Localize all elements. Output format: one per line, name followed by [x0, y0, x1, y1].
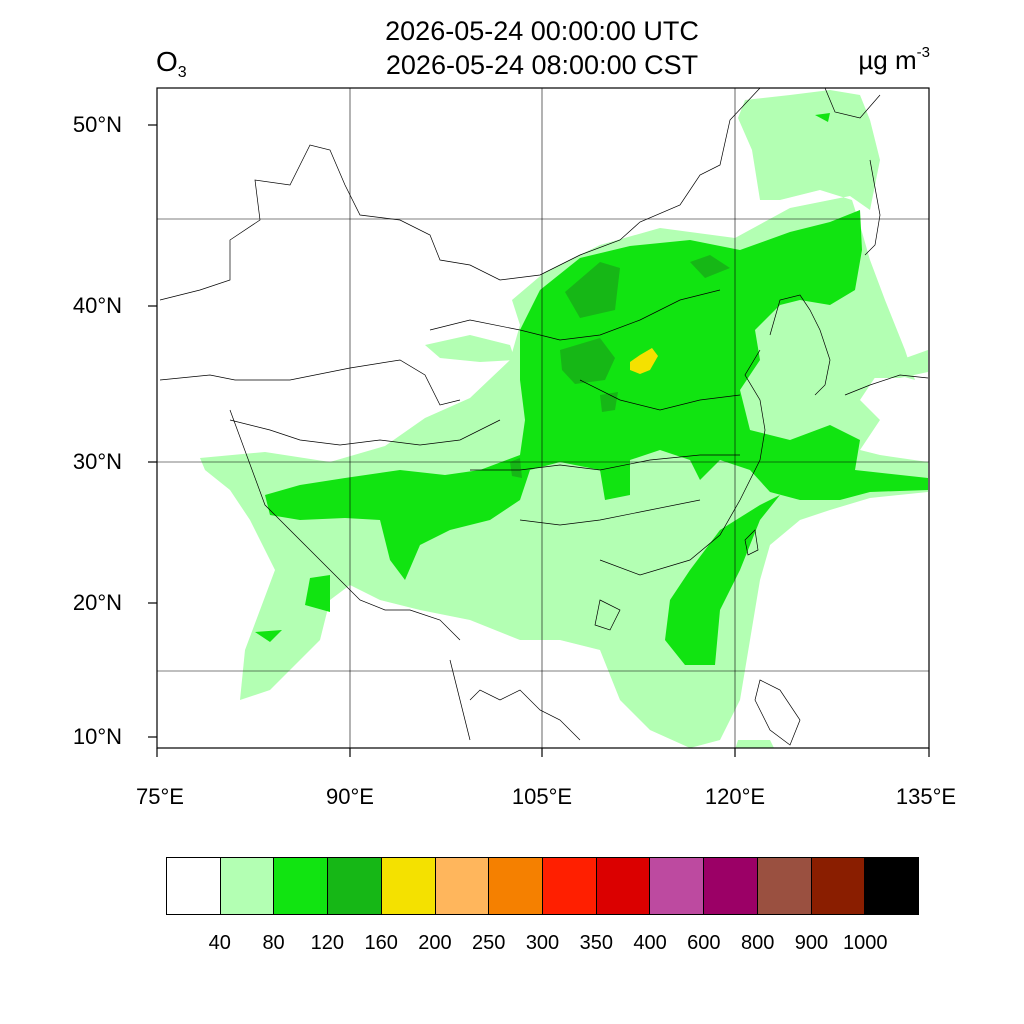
lat-label-20n: 20°N: [72, 590, 122, 615]
colorbar-label: 600: [687, 932, 721, 954]
map-frame: [156, 87, 930, 749]
colorbar-label: 200: [418, 932, 452, 954]
colorbar-swatch: [489, 858, 544, 914]
colorbar-label: 40: [208, 932, 231, 954]
variable-label: O3: [156, 46, 187, 81]
colorbar-label: 350: [579, 932, 613, 954]
colorbar-swatch: [381, 858, 436, 914]
colorbar-swatch: [167, 858, 221, 914]
colorbar-swatch: [596, 858, 651, 914]
unit-label: µg m-3: [858, 44, 930, 75]
colorbar-swatch: [328, 858, 382, 914]
colorbar-label: 800: [740, 932, 775, 954]
colorbar-label: 80: [262, 932, 285, 954]
ozone-field-level-2: [255, 113, 928, 665]
colorbar-swatch: [274, 858, 329, 914]
axis-ticks: [148, 124, 930, 757]
colorbar-swatch: [865, 858, 919, 914]
lon-label-75e: 75°E: [136, 784, 184, 809]
colorbar-swatch: [220, 858, 275, 914]
colorbar-label: 160: [364, 932, 398, 954]
colorbar-swatch: [435, 858, 490, 914]
lat-label-30n: 30°N: [72, 449, 122, 474]
colorbar-label: 900: [794, 932, 829, 954]
colorbar-label: 400: [633, 932, 667, 954]
colorbar: [166, 857, 919, 915]
colorbar-label: 300: [525, 932, 560, 954]
lon-label-105e: 105°E: [511, 784, 573, 809]
title-cst-time: 2026-05-24 08:00:00 CST: [385, 50, 699, 80]
colorbar-label: 120: [310, 932, 345, 954]
lat-label-40n: 40°N: [72, 293, 122, 318]
colorbar-swatch: [757, 858, 812, 914]
colorbar-label: 250: [472, 932, 506, 954]
lat-label-50n: 50°N: [72, 112, 122, 137]
colorbar-swatch: [543, 858, 597, 914]
map-boundaries: [159, 88, 929, 746]
map-gridlines: [157, 88, 929, 748]
colorbar-swatch: [704, 858, 758, 914]
lon-label-135e: 135°E: [895, 784, 957, 809]
lat-label-10n: 10°N: [72, 724, 122, 749]
lon-label-120e: 120°E: [704, 784, 766, 809]
lon-label-90e: 90°E: [326, 784, 374, 809]
title-utc-time: 2026-05-24 00:00:00 UTC: [385, 16, 699, 46]
ozone-field-level-4: [630, 348, 658, 374]
colorbar-swatch: [650, 858, 705, 914]
ozone-field-level-3: [510, 255, 730, 478]
colorbar-label: 1000: [842, 932, 888, 954]
colorbar-swatch: [811, 858, 866, 914]
